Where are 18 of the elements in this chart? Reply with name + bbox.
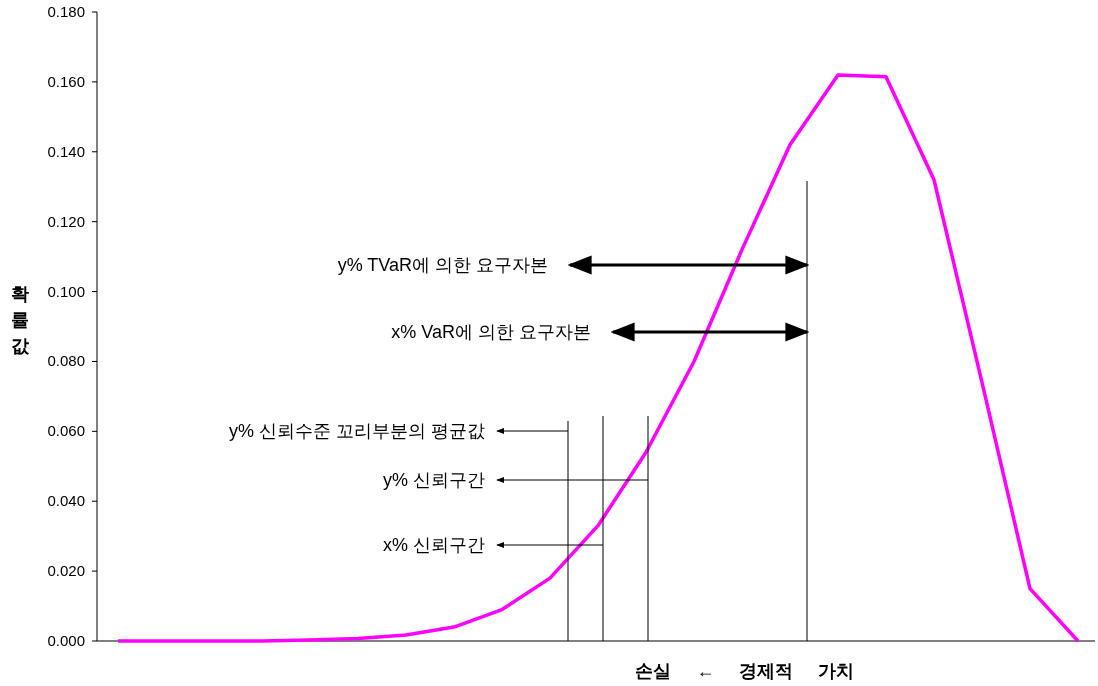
y-tick-label: 0.080 xyxy=(47,352,85,370)
annotation: x% VaR에 의한 요구자본 xyxy=(391,322,591,342)
y-tick-label: 0.140 xyxy=(47,142,85,160)
line-series xyxy=(116,73,1080,643)
y-axis-title: 확률값 xyxy=(11,284,30,356)
y-tick-label: 0.180 xyxy=(47,3,85,20)
y-tick-label: 0.060 xyxy=(47,422,85,440)
annotation: y% TVaR에 의한 요구자본 xyxy=(337,255,548,275)
y-tick-label: 0.160 xyxy=(47,72,85,90)
y-tick-label: 0.120 xyxy=(47,212,85,230)
annotation: x% 신뢰구간 xyxy=(382,535,485,555)
y-tick-label: 0.000 xyxy=(47,632,85,649)
y-tick-label: 0.100 xyxy=(47,282,85,300)
y-tick-label: 0.020 xyxy=(47,562,85,580)
annotation: y% 신뢰구간 xyxy=(382,470,485,490)
annotation: y% 신뢰수준 꼬리부분의 평균값 xyxy=(228,421,485,441)
text: 손실 ← 경제적 가치 xyxy=(635,661,855,681)
y-tick-label: 0.040 xyxy=(47,492,85,510)
